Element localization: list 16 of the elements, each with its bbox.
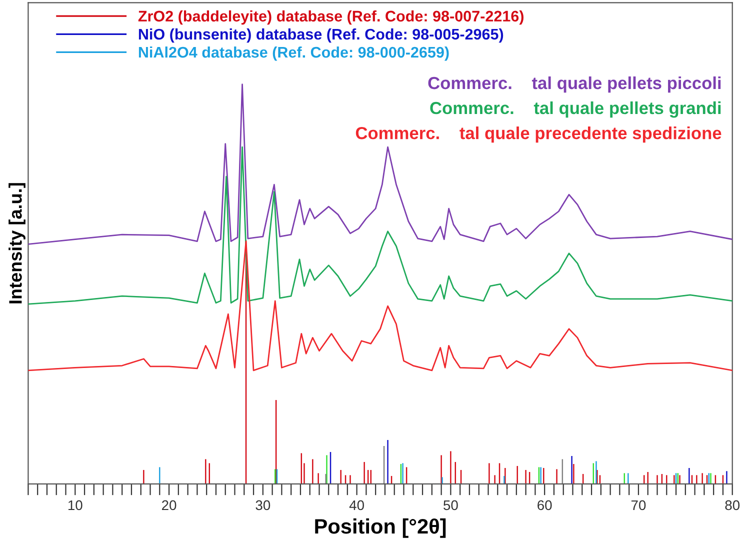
x-tick-label: 50 (444, 500, 458, 510)
legend-label: NiO (bunsenite) database (Ref. Code: 98-005-2965) (138, 28, 504, 43)
text: Commerc. tal quale pellets piccoli (428, 76, 721, 93)
x-tick-label: 10 (68, 500, 82, 510)
x-tick-label: 30 (256, 500, 270, 510)
x-tick-label: 20 (162, 500, 176, 510)
text: Commerc. tal quale precedente spedizione (356, 126, 722, 143)
text: Commerc. tal quale pellets grandi (430, 101, 721, 118)
x-tick-label: 40 (349, 500, 364, 510)
legend-label: NiAl2O4 database (Ref. Code: 98-000-2659) (138, 46, 449, 61)
legend-label: ZrO2 (baddeleyite) database (Ref. Code: 98-007-2216) (138, 10, 524, 25)
x-tick-label: 70 (631, 500, 646, 510)
y-axis-title: Intensity [a.u.] (8, 183, 26, 304)
x-tick-label: 60 (538, 500, 552, 510)
x-tick-label: 80 (725, 500, 740, 510)
x-axis-title: Position [°2θ] (315, 518, 446, 538)
